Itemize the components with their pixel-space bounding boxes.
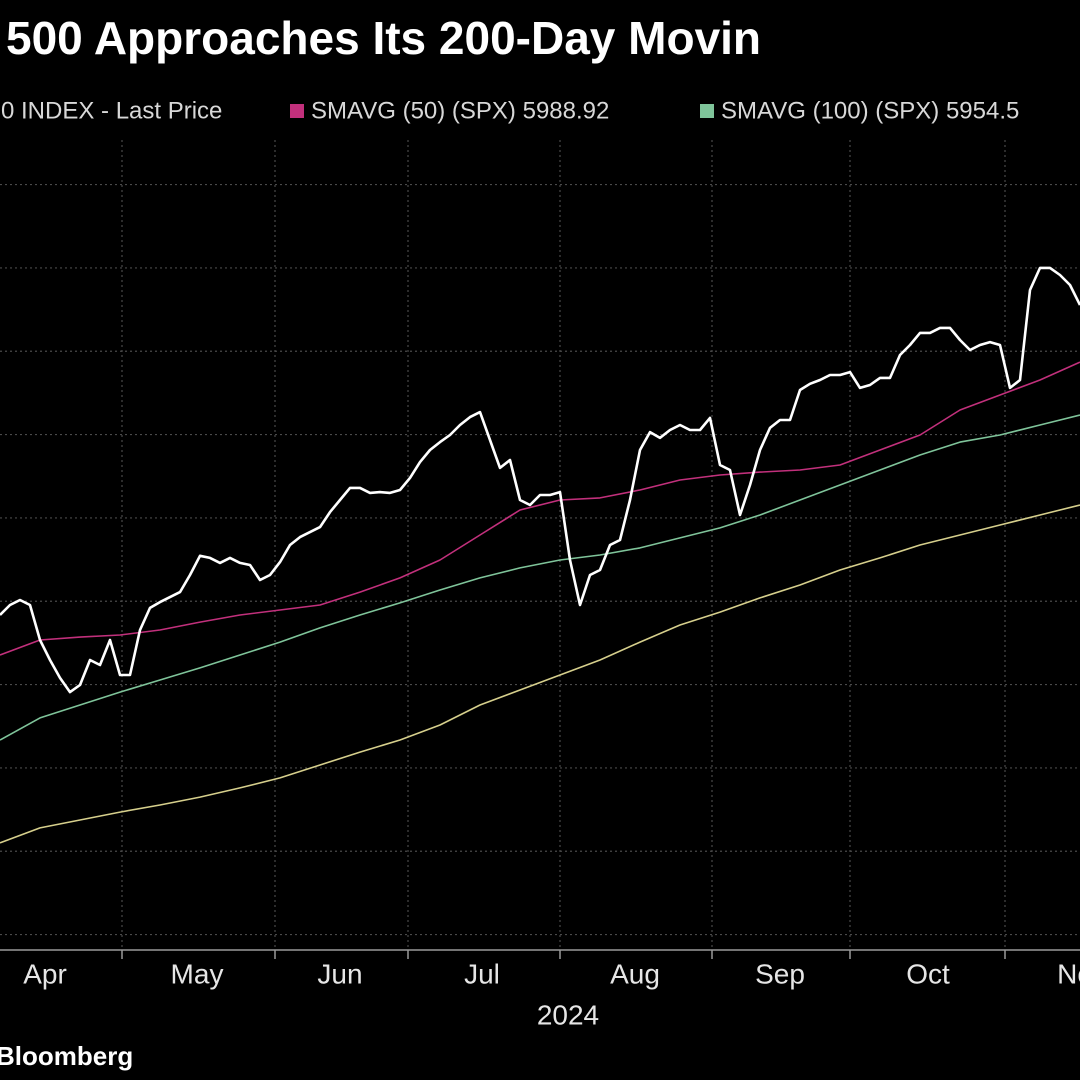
series-line [0,414,1080,741]
series-line [0,361,1080,656]
x-tick-label: No [1057,958,1080,989]
x-axis-label: 2024 [537,999,599,1030]
legend: 0 INDEX - Last Price SMAVG (50) (SPX) 598… [1,97,1019,124]
series-line [0,266,1080,694]
legend-swatch [290,104,304,118]
series-line [0,504,1080,844]
x-tick-label: Aug [610,958,660,989]
x-tick-label: Apr [23,958,67,989]
legend-swatch [700,104,714,118]
source: Bloomberg [0,1041,133,1071]
chart-title: 500 Approaches Its 200-Day Movin [6,12,761,64]
legend-label: SMAVG (100) (SPX) 5954.5 [721,97,1019,124]
grid [0,140,1080,950]
x-tick-label: Sep [755,958,805,989]
x-tick-label: May [171,958,224,989]
x-axis-labels: Apr May Jun Jul Aug Sep Oct No [23,950,1080,989]
x-tick-label: Jul [464,958,500,989]
legend-label: SMAVG (50) (SPX) 5988.92 [311,97,609,124]
legend-label: 0 INDEX - Last Price [1,97,222,124]
x-tick-label: Jun [317,958,362,989]
x-tick-label: Oct [906,958,950,989]
lines [0,266,1080,844]
